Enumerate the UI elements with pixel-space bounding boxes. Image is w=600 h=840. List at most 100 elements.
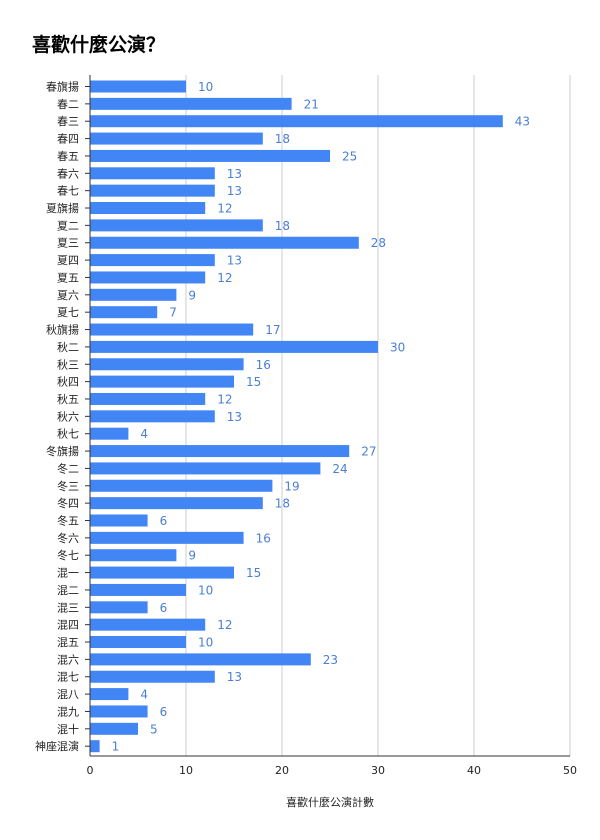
category-label: 夏旗揚 — [46, 201, 79, 215]
category-label: 混八 — [57, 688, 79, 701]
category-label: 混十 — [57, 722, 79, 736]
x-tick-label: 30 — [371, 764, 385, 777]
bar — [90, 288, 177, 301]
data-label: 5 — [150, 722, 158, 736]
x-tick-label: 50 — [563, 764, 577, 777]
bar — [90, 740, 100, 753]
category-label: 秋五 — [57, 392, 79, 406]
bar — [90, 132, 263, 145]
bar — [90, 97, 292, 110]
bar — [90, 271, 206, 284]
bar — [90, 115, 503, 128]
bar — [90, 445, 350, 458]
bar — [90, 236, 359, 249]
bar — [90, 566, 234, 579]
data-label: 10 — [198, 636, 213, 650]
data-label: 13 — [227, 184, 242, 198]
data-label: 24 — [332, 462, 347, 476]
category-label: 夏二 — [57, 219, 79, 232]
data-label: 15 — [246, 375, 261, 389]
data-label: 21 — [304, 97, 319, 111]
data-label: 13 — [227, 254, 242, 268]
bar — [90, 531, 244, 544]
bar — [90, 514, 148, 527]
category-label: 秋旗揚 — [46, 323, 79, 337]
data-label: 23 — [323, 653, 338, 667]
x-tick-label: 10 — [179, 764, 193, 777]
data-label: 15 — [246, 566, 261, 580]
category-label: 夏六 — [57, 289, 79, 302]
category-label: 春四 — [57, 133, 79, 146]
x-tick-label: 20 — [275, 764, 289, 777]
bar — [90, 340, 378, 353]
data-label: 10 — [198, 583, 213, 597]
data-label: 18 — [275, 497, 290, 511]
data-label: 12 — [217, 618, 232, 632]
data-label: 25 — [342, 149, 357, 163]
bar — [90, 497, 263, 510]
data-label: 18 — [275, 132, 290, 146]
category-label: 春七 — [57, 185, 79, 198]
bar — [90, 202, 206, 215]
data-label: 6 — [160, 601, 168, 615]
bar — [90, 670, 215, 683]
bar — [90, 219, 263, 232]
category-label: 冬二 — [57, 461, 79, 475]
bar — [90, 636, 186, 649]
category-label: 夏五 — [57, 271, 79, 284]
category-label: 混三 — [57, 601, 79, 614]
data-label: 17 — [265, 323, 280, 337]
data-label: 13 — [227, 670, 242, 684]
category-label: 春六 — [57, 167, 79, 180]
category-label: 秋七 — [57, 427, 79, 441]
category-label: 春五 — [57, 150, 79, 163]
category-label: 冬六 — [57, 531, 79, 545]
category-label: 冬旗揚 — [46, 444, 79, 458]
category-label: 夏七 — [57, 306, 79, 319]
data-label: 4 — [140, 688, 148, 702]
category-label: 混九 — [57, 705, 79, 718]
data-label: 7 — [169, 306, 177, 320]
category-label: 混二 — [57, 584, 79, 597]
bar — [90, 306, 158, 319]
category-label: 秋六 — [57, 409, 79, 423]
bar — [90, 184, 215, 197]
data-label: 43 — [515, 115, 530, 129]
data-label: 13 — [227, 167, 242, 181]
data-label: 16 — [256, 531, 271, 545]
data-label: 28 — [371, 236, 386, 250]
category-label: 冬七 — [57, 548, 79, 562]
bar — [90, 549, 177, 562]
category-label: 春三 — [57, 115, 79, 128]
category-label: 混七 — [57, 671, 79, 684]
bar — [90, 167, 215, 180]
data-label: 12 — [217, 271, 232, 285]
bar — [90, 618, 206, 631]
bar — [90, 722, 138, 735]
bar — [90, 479, 273, 492]
bar — [90, 358, 244, 371]
category-label: 夏四 — [57, 254, 79, 267]
category-label: 混四 — [57, 619, 79, 632]
bar — [90, 427, 129, 440]
bar — [90, 375, 234, 388]
category-label: 神座混演 — [35, 739, 79, 753]
category-label: 春二 — [57, 98, 79, 111]
x-tick-label: 40 — [467, 764, 481, 777]
bar — [90, 462, 321, 475]
category-label: 混六 — [57, 653, 79, 666]
category-label: 冬三 — [57, 479, 79, 493]
chart-title: 喜歡什麼公演？ — [32, 34, 166, 56]
bar — [90, 80, 186, 93]
bar — [90, 653, 311, 666]
category-label: 冬四 — [57, 496, 79, 510]
data-label: 16 — [256, 358, 271, 372]
bar — [90, 688, 129, 701]
category-label: 混一 — [57, 567, 79, 580]
data-label: 30 — [390, 340, 405, 354]
bar — [90, 410, 215, 423]
data-label: 9 — [188, 288, 196, 302]
category-label: 夏三 — [57, 237, 79, 250]
